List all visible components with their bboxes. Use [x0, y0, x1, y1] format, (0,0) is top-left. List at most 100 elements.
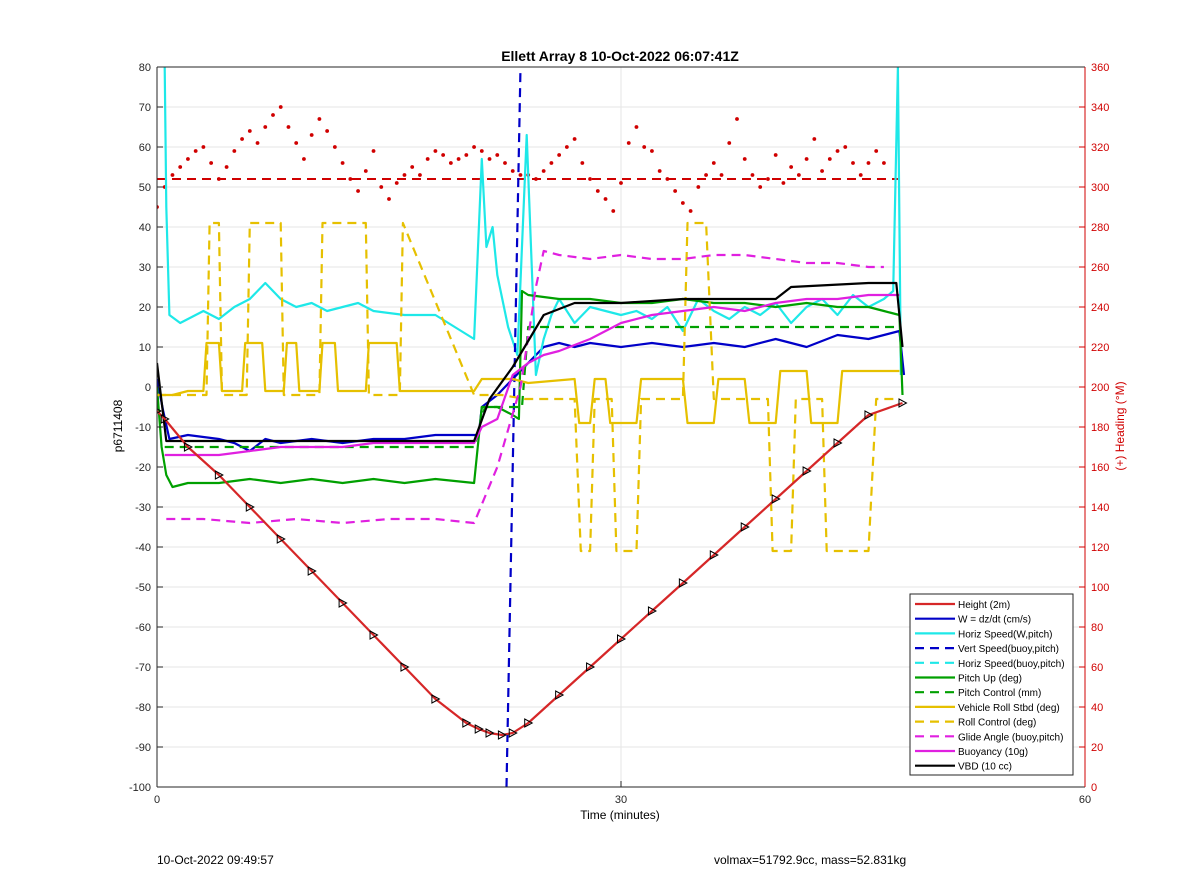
- legend-label-vehicle-roll-stbd-deg: Vehicle Roll Stbd (deg): [958, 703, 1060, 714]
- heading-point: [240, 137, 244, 141]
- height-marker: [709, 550, 719, 560]
- heading-point: [843, 145, 848, 149]
- y-tick-label-left: -90: [135, 742, 151, 754]
- heading-point: [472, 145, 476, 149]
- height-marker: [474, 724, 484, 734]
- heading-point: [564, 145, 569, 149]
- y-tick-label-right: 60: [1091, 662, 1103, 674]
- footer-timestamp: 10-Oct-2022 09:49:57: [157, 853, 274, 867]
- height-marker: [214, 470, 224, 480]
- height-marker: [338, 598, 348, 608]
- heading-point: [456, 157, 461, 161]
- y-tick-label-right: 80: [1091, 622, 1103, 634]
- height-marker: [183, 442, 193, 452]
- y-tick-label-left: 80: [139, 62, 151, 74]
- heading-point: [448, 161, 453, 165]
- legend-label-height-2m: Height (2m): [958, 600, 1010, 611]
- y-tick-label-right: 360: [1091, 62, 1109, 74]
- heading-point: [890, 0, 894, 2]
- series-pitch-up-deg: [157, 289, 904, 489]
- series-buoyancy-10g: [164, 293, 900, 457]
- chart-title: Ellett Array 8 10-Oct-2022 06:07:41Z: [501, 48, 739, 64]
- heading-point: [495, 153, 500, 157]
- heading-point: [402, 173, 407, 177]
- height-marker: [485, 728, 495, 738]
- heading-point: [827, 157, 832, 161]
- heading-point: [379, 185, 384, 189]
- heading-point: [317, 117, 322, 121]
- heading-point: [193, 149, 198, 153]
- heading-point: [626, 141, 631, 145]
- heading-point: [363, 169, 368, 173]
- heading-point: [696, 185, 701, 189]
- x-tick-label: 60: [1079, 794, 1091, 806]
- height-marker: [508, 728, 518, 738]
- heading-point: [634, 125, 639, 129]
- series-pitch-control-mm: [164, 325, 900, 449]
- x-tick-label: 30: [615, 794, 627, 806]
- heading-point: [278, 105, 283, 109]
- heading-point: [441, 153, 446, 157]
- height-marker: [276, 534, 286, 544]
- heading-point: [588, 177, 592, 181]
- height-marker: [497, 730, 507, 740]
- heading-point: [534, 177, 538, 181]
- heading-point: [742, 157, 747, 161]
- y-tick-label-left: 20: [139, 302, 151, 314]
- legend-label-pitch-control-mm: Pitch Control (mm): [958, 688, 1041, 699]
- heading-point: [356, 189, 360, 193]
- y-tick-label-left: -20: [135, 462, 151, 474]
- x-axis-label: Time (minutes): [580, 808, 660, 822]
- heading-point: [503, 161, 507, 165]
- height-marker: [864, 410, 874, 420]
- heading-point: [812, 137, 817, 141]
- heading-point: [758, 185, 763, 189]
- heading-point: [580, 161, 585, 165]
- legend-label-horiz-speed-buoy-pitch: Horiz Speed(buoy,pitch): [958, 659, 1065, 670]
- y-tick-label-left: 10: [139, 342, 151, 354]
- heading-point: [549, 161, 554, 165]
- heading-point: [425, 157, 430, 161]
- y-tick-label-left: 0: [145, 382, 151, 394]
- height-marker: [307, 566, 317, 576]
- legend: Height (2m) W = dz/dt (cm/s) Horiz Speed(W…: [909, 593, 1074, 776]
- height-marker: [898, 398, 908, 408]
- heading-point: [433, 149, 438, 153]
- height-marker: [160, 414, 170, 424]
- height-marker: [400, 662, 410, 672]
- heading-point: [510, 169, 515, 173]
- heading-point: [766, 177, 770, 181]
- y-tick-label-left: -30: [135, 502, 151, 514]
- legend-label-pitch-up-deg: Pitch Up (deg): [958, 674, 1022, 685]
- height-marker: [586, 662, 596, 672]
- y-tick-label-right: 260: [1091, 262, 1109, 274]
- legend-label-w-dz-dt-cm-s: W = dz/dt (cm/s): [958, 615, 1031, 626]
- y-tick-label-left: 30: [139, 262, 151, 274]
- height-marker: [771, 494, 781, 504]
- heading-point: [735, 117, 739, 121]
- series-vehicle-roll-stbd-deg: [157, 341, 900, 425]
- legend-label-roll-control-deg: Roll Control (deg): [958, 718, 1036, 729]
- heading-point: [418, 173, 422, 177]
- heading-point: [657, 169, 662, 173]
- heading-point: [680, 201, 685, 205]
- heading-point: [874, 149, 879, 153]
- y-tick-label-left: -60: [135, 622, 151, 634]
- heading-point: [688, 209, 693, 213]
- y-tick-label-right: 160: [1091, 462, 1109, 474]
- heading-point: [572, 137, 577, 141]
- heading-point: [394, 181, 399, 185]
- heading-point: [851, 161, 855, 165]
- y-tick-label-right: 180: [1091, 422, 1109, 434]
- y-axis-label-right: (+) Heading (°M): [1113, 381, 1127, 470]
- heading-point: [773, 153, 778, 157]
- heading-point: [804, 157, 809, 161]
- heading-point: [541, 169, 546, 173]
- legend-label-horiz-speed-w-pitch: Horiz Speed(W,pitch): [958, 629, 1052, 640]
- heading-point: [789, 165, 794, 169]
- heading-point: [170, 173, 175, 177]
- series-glide-angle-buoy-pitch: [166, 249, 884, 525]
- y-axis-label-left: p6711408: [111, 399, 125, 452]
- height-marker: [647, 606, 657, 616]
- heading-point: [781, 181, 786, 185]
